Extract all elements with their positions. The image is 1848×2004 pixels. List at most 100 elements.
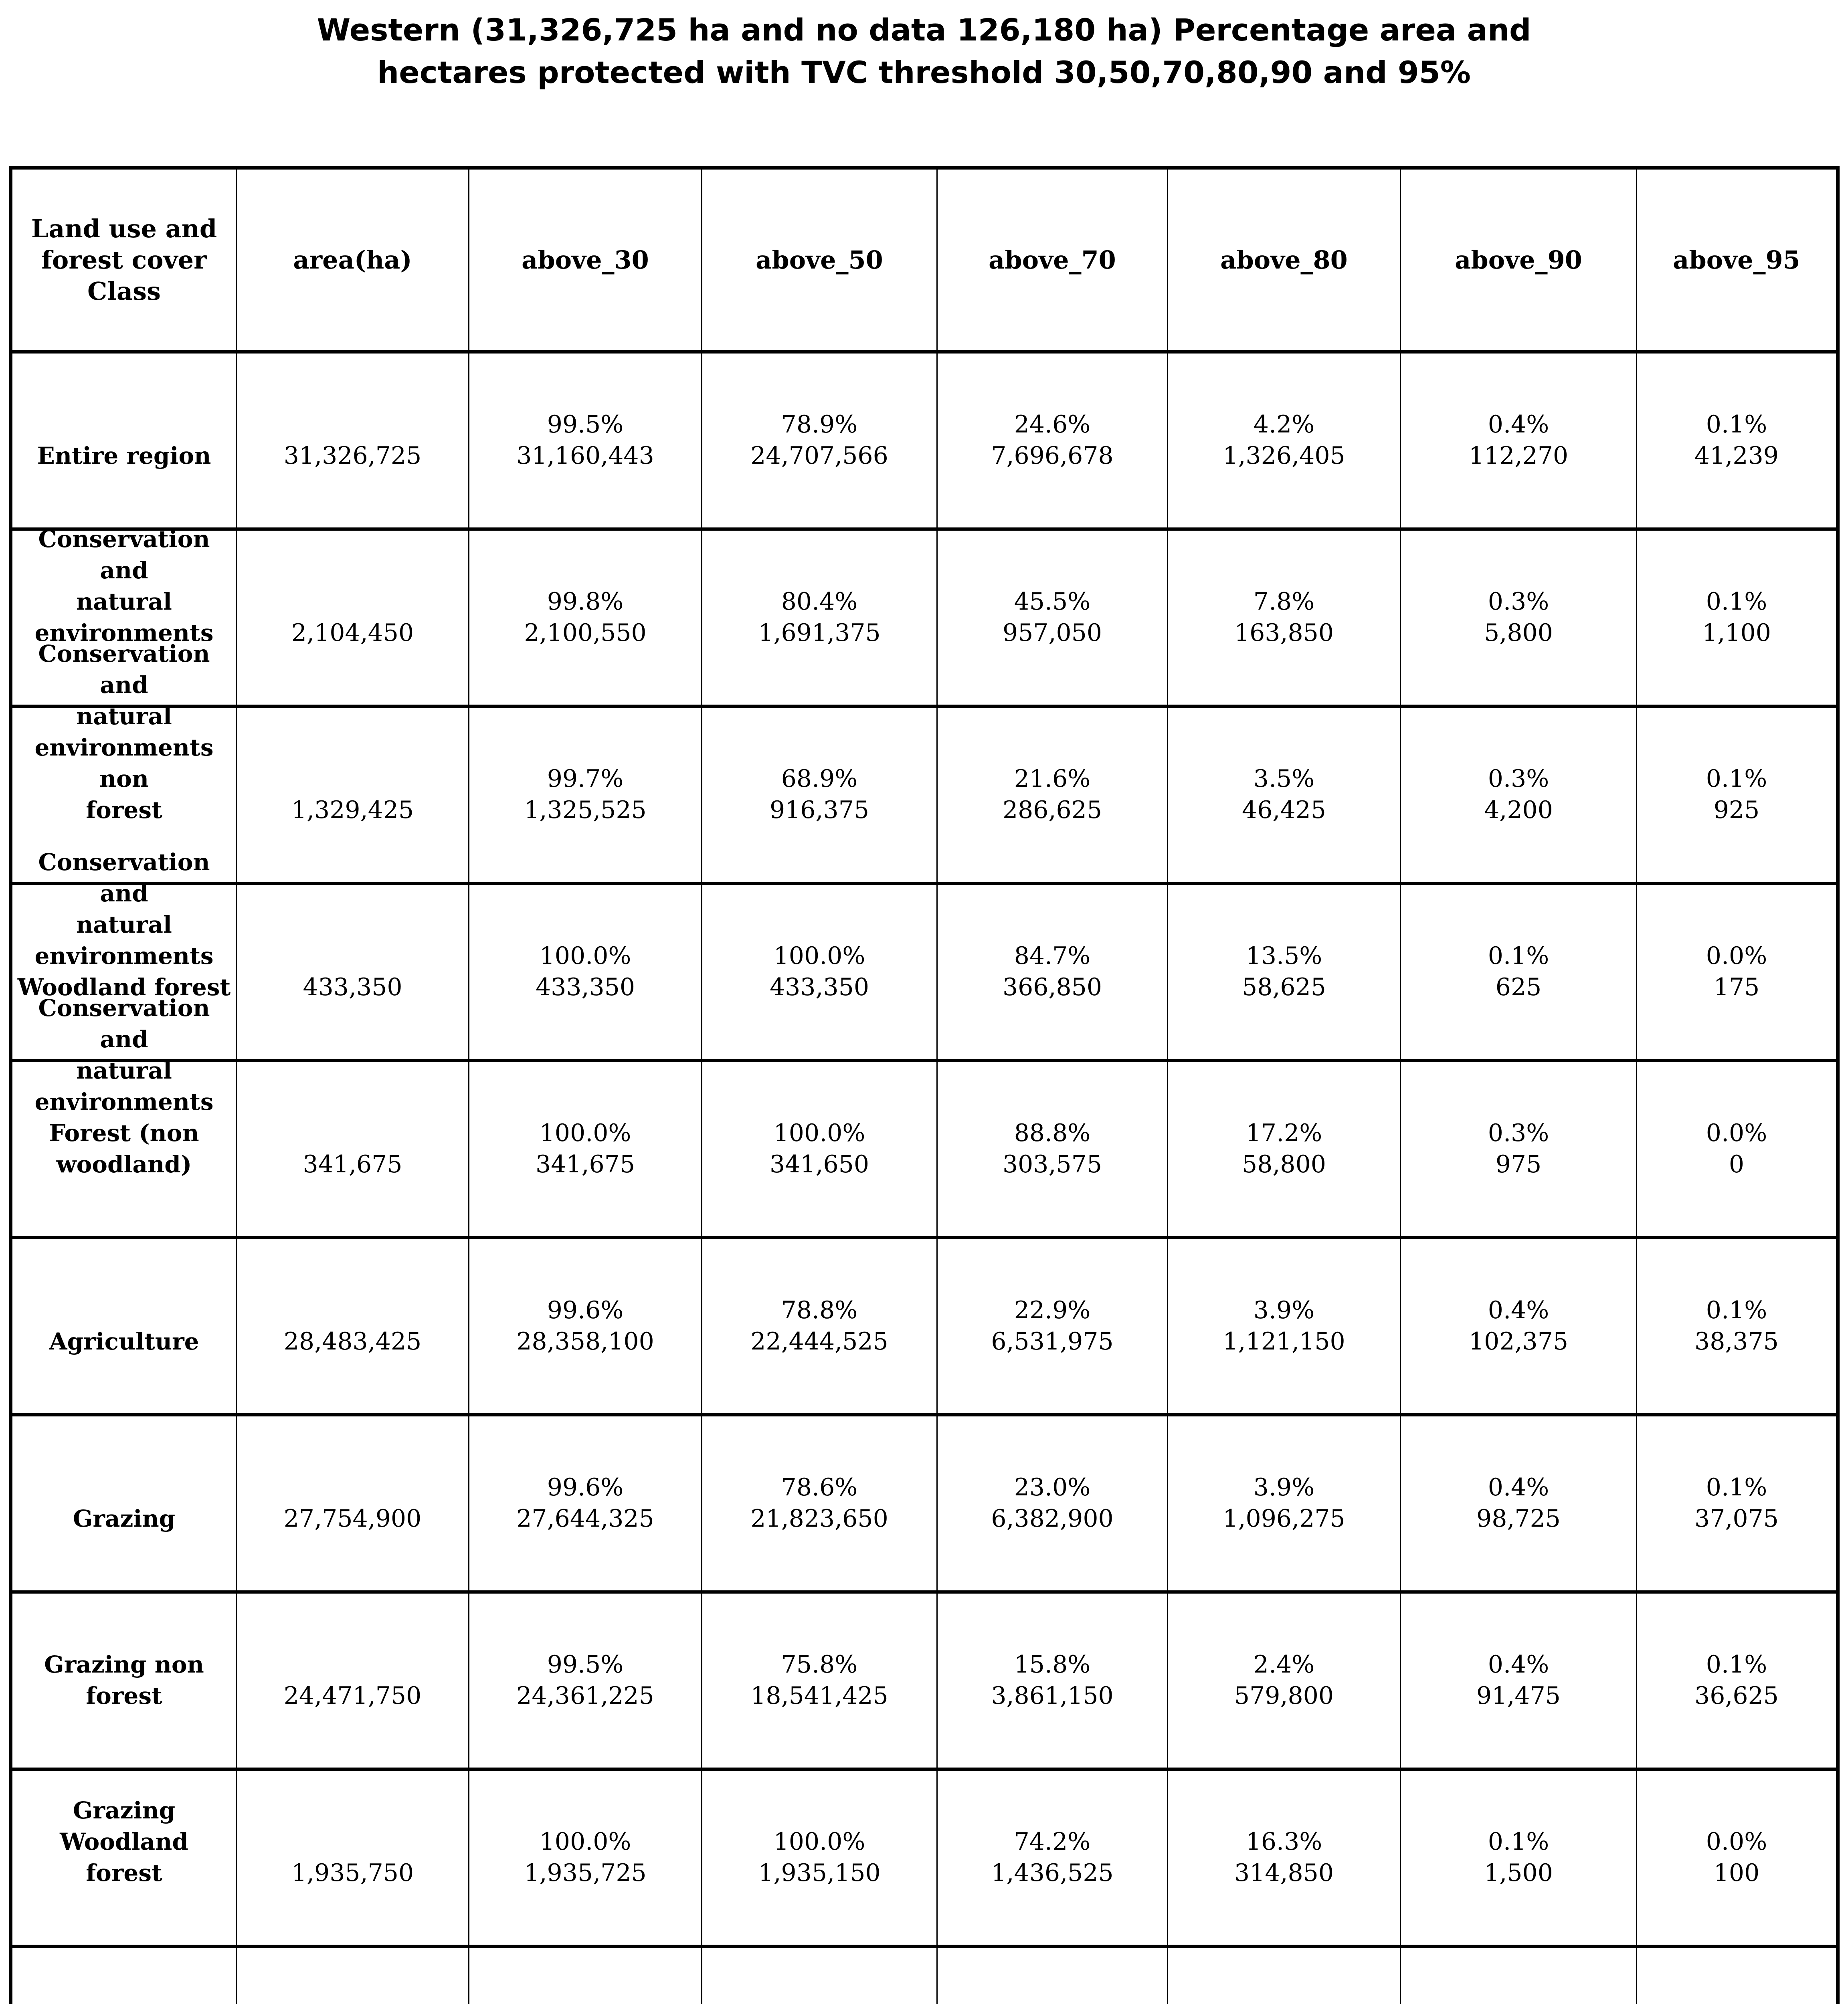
hectares-value: 100	[1713, 1859, 1760, 1887]
hectares-value: 18,541,425	[750, 1682, 888, 1710]
above-30-cell: 99.5% 24,361,225	[468, 1594, 701, 1768]
above-50-cell: 80.4% 1,691,375	[701, 531, 936, 705]
above-95-cell: 0.0% 0	[1636, 1062, 1836, 1236]
above-50-cell: 68.9% 916,375	[701, 708, 936, 882]
area-value: 28,483,425	[283, 1327, 422, 1356]
land-use-class-cell: Entire region	[12, 354, 236, 527]
hectares-value: 1,935,150	[758, 1859, 881, 1887]
percent-value: 74.2%	[1014, 1828, 1091, 1856]
above-30-cell: 100.0% 433,350	[468, 885, 701, 1059]
area-value: 31,326,725	[283, 442, 422, 470]
above-30-cell: 100.0% 341,675	[468, 1062, 701, 1236]
above-80-cell: 2.4% 579,800	[1167, 1594, 1400, 1768]
hectares-value: 41,239	[1694, 442, 1779, 470]
percent-value: 99.5%	[547, 410, 624, 438]
hectares-value: 366,850	[1002, 973, 1102, 1001]
hectares-value: 1,500	[1484, 1859, 1553, 1887]
hectares-value: 579,800	[1234, 1682, 1334, 1710]
area-cell: 2,104,450	[236, 531, 468, 705]
land-use-class-cell: Conservation and natural environments Fo…	[12, 994, 236, 1236]
above-80-cell: 3.9% 1,096,275	[1167, 1416, 1400, 1590]
percent-value: 78.6%	[781, 1473, 858, 1501]
percent-value: 0.1%	[1706, 410, 1767, 438]
above-30-cell: 99.6% 28,358,100	[468, 1239, 701, 1413]
above-90-cell: 0.4%5,750	[1400, 1948, 1636, 2004]
above-50-cell: 75.8% 18,541,425	[701, 1594, 936, 1768]
above-90-cell: 0.3% 5,800	[1400, 531, 1636, 705]
hectares-value: 98,725	[1476, 1505, 1561, 1533]
above-80-cell: 17.2% 58,800	[1167, 1062, 1400, 1236]
header-above-30: above_30	[468, 170, 701, 350]
hectares-value: 975	[1495, 1150, 1542, 1178]
hectares-value: 31,160,443	[516, 442, 654, 470]
above-90-cell: 0.1% 1,500	[1400, 1771, 1636, 1945]
above-95-cell: 0.1% 37,075	[1636, 1416, 1836, 1590]
above-90-cell: 0.1% 625	[1400, 885, 1636, 1059]
area-value: 1,935,750	[291, 1859, 414, 1887]
row-label: Conservation and natural environments	[34, 525, 214, 646]
land-use-class-cell: Conservation and natural environments Wo…	[12, 848, 236, 1059]
hectares-value: 925	[1713, 796, 1760, 824]
area-value: 24,471,750	[283, 1682, 422, 1710]
header-above-90: above_90	[1400, 170, 1636, 350]
row-label: Entire region	[37, 442, 211, 469]
above-30-cell: 99.5% 31,160,443	[468, 354, 701, 527]
above-95-cell: 0.1% 925	[1636, 708, 1836, 882]
percent-value: 80.4%	[781, 588, 858, 616]
row-label: Conservation and natural environments Wo…	[17, 848, 231, 1001]
percent-value: 0.4%	[1488, 1650, 1549, 1679]
table-row: Grazing 27,754,900 99.6% 27,644,325 78.6%…	[12, 1413, 1836, 1590]
area-value: 341,675	[303, 1150, 402, 1178]
hectares-value: 175	[1713, 973, 1760, 1001]
header-above-50: above_50	[701, 170, 936, 350]
area-value: 1,329,425	[291, 796, 414, 824]
above-70-cell: 74.2% 1,436,525	[936, 1771, 1167, 1945]
header-area-ha: area(ha)	[236, 170, 468, 350]
hectares-value: 314,850	[1234, 1859, 1334, 1887]
percent-value: 22.9%	[1014, 1296, 1091, 1324]
above-50-cell: 100.0% 433,350	[701, 885, 936, 1059]
land-use-class-cell: Grazing non forest	[12, 1594, 236, 1768]
row-label: Conservation and natural environments no…	[34, 640, 214, 824]
above-70-cell: 45.5% 957,050	[936, 531, 1167, 705]
percent-value: 99.6%	[547, 1296, 624, 1324]
area-cell: 27,754,900	[236, 1416, 468, 1590]
hectares-value: 0	[1729, 1150, 1745, 1178]
percent-value: 2.4%	[1253, 1650, 1315, 1679]
table-row: Grazing non forest 24,471,750 99.5% 24,36…	[12, 1590, 1836, 1768]
percent-value: 0.1%	[1488, 1828, 1549, 1856]
hectares-value: 21,823,650	[750, 1505, 888, 1533]
hectares-value: 286,625	[1002, 796, 1102, 824]
percent-value: 99.8%	[547, 588, 624, 616]
land-use-class-cell: Conservation and natural environments	[12, 525, 236, 705]
percent-value: 3.9%	[1253, 1473, 1315, 1501]
table-row: Conservation and natural environments 2,…	[12, 525, 1836, 705]
hectares-value: 58,625	[1242, 973, 1326, 1001]
hectares-value: 24,707,566	[750, 442, 888, 470]
above-70-cell: 84.7% 366,850	[936, 885, 1167, 1059]
hectares-value: 28,358,100	[516, 1327, 654, 1356]
above-95-cell: 0.1% 1,100	[1636, 531, 1836, 705]
row-label: Grazing	[73, 1505, 176, 1532]
percent-value: 84.7%	[1014, 942, 1091, 970]
percent-value: 4.2%	[1253, 410, 1315, 438]
above-95-cell: 0.0%350	[1636, 1948, 1836, 2004]
hectares-value: 1,100	[1702, 619, 1771, 647]
row-label: Grazing non forest	[44, 1651, 204, 1709]
hectares-value: 1,326,405	[1223, 442, 1345, 470]
above-70-cell: 21.6% 286,625	[936, 708, 1167, 882]
percent-value: 100.0%	[773, 1119, 865, 1147]
hectares-value: 58,800	[1242, 1150, 1326, 1178]
hectares-value: 433,350	[535, 973, 635, 1001]
area-cell: 28,483,425	[236, 1239, 468, 1413]
percent-value: 0.1%	[1706, 1650, 1767, 1679]
area-cell: 24,471,750	[236, 1594, 468, 1768]
above-50-cell: 100.0% 341,650	[701, 1062, 936, 1236]
percent-value: 0.3%	[1488, 765, 1549, 793]
above-70-cell: 88.8% 303,575	[936, 1062, 1167, 1236]
percent-value: 0.1%	[1488, 942, 1549, 970]
percent-value: 0.1%	[1706, 1473, 1767, 1501]
above-80-cell: 4.2% 1,326,405	[1167, 354, 1400, 527]
percent-value: 17.2%	[1245, 1119, 1322, 1147]
hectares-value: 916,375	[769, 796, 869, 824]
